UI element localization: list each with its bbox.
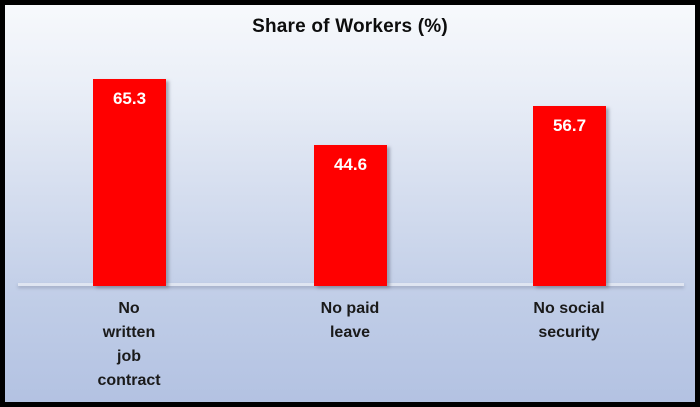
category-label-no-paid-leave: No paid leave [320, 300, 380, 341]
bar-no-social-security: 56.7 [533, 106, 606, 286]
bar-no-written-job-contract: 65.3 [93, 79, 166, 286]
category-label-no-social-security: No social security [533, 300, 605, 341]
bar-no-paid-leave: 44.6 [314, 145, 387, 286]
bar-value-label: 56.7 [552, 116, 587, 135]
bar-value-label: 44.6 [333, 155, 368, 174]
category-label-no-written-job-contract: No written job contract [97, 300, 161, 389]
chart-title: Share of Workers (%) [252, 16, 448, 37]
bar-value-label: 65.3 [112, 89, 147, 108]
